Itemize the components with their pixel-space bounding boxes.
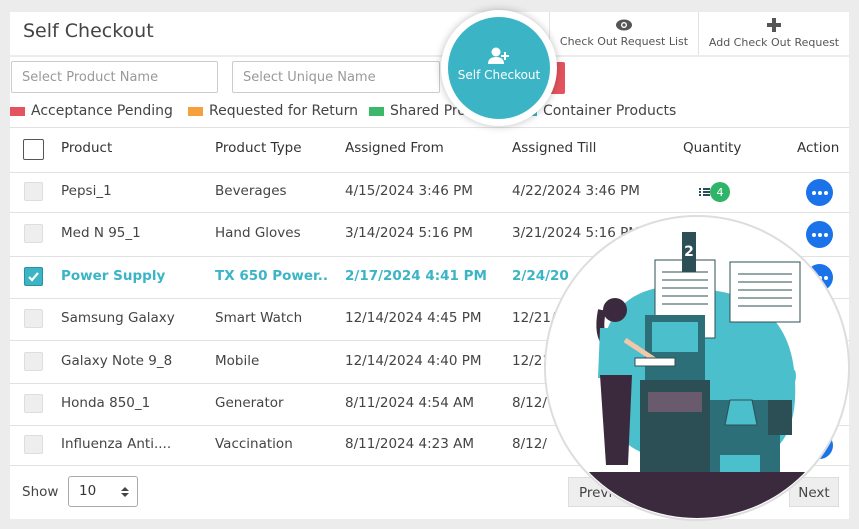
row-checkbox[interactable] bbox=[24, 267, 43, 286]
legend-swatch bbox=[188, 106, 203, 116]
check-mark bbox=[28, 272, 39, 282]
column-header: Action bbox=[797, 140, 840, 156]
cell-till: 4/22/2024 3:46 PM bbox=[512, 183, 640, 199]
button-label: Check Out Request List bbox=[559, 35, 689, 48]
cell-type: Generator bbox=[215, 395, 284, 411]
cell-product: Med N 95_1 bbox=[61, 225, 141, 241]
cell-from: 4/15/2024 3:46 PM bbox=[345, 183, 473, 199]
add-request-button[interactable]: Add Check Out Request bbox=[698, 12, 849, 55]
eye-icon bbox=[616, 19, 632, 31]
cell-from: 12/14/2024 4:40 PM bbox=[345, 352, 482, 369]
row-line bbox=[10, 256, 849, 257]
row-line bbox=[10, 172, 849, 173]
plus-icon bbox=[767, 18, 781, 32]
self-checkout-button[interactable]: Self Checkout bbox=[448, 17, 550, 119]
row-checkbox[interactable] bbox=[24, 394, 43, 413]
request-list-button[interactable]: Check Out Request List bbox=[549, 12, 698, 55]
cell-till: 2/24/20 bbox=[512, 268, 569, 284]
row-checkbox[interactable] bbox=[24, 182, 43, 201]
show-label: Show bbox=[22, 484, 59, 500]
select-all-checkbox[interactable] bbox=[23, 139, 44, 160]
legend-swatch bbox=[10, 106, 25, 116]
highlight-label: Self Checkout bbox=[457, 68, 541, 82]
cell-type: Mobile bbox=[215, 352, 260, 369]
row-line bbox=[10, 298, 849, 299]
legend-item: Shared Pro bbox=[369, 103, 466, 119]
cell-type: Vaccination bbox=[215, 436, 293, 452]
select-arrows bbox=[121, 487, 129, 497]
row-line bbox=[10, 425, 849, 426]
column-header: Assigned Till bbox=[512, 140, 597, 156]
cell-product: Honda 850_1 bbox=[61, 395, 151, 411]
row-checkbox[interactable] bbox=[24, 309, 43, 328]
cell-from: 12/14/2024 4:45 PM bbox=[345, 310, 482, 326]
row-line bbox=[10, 465, 849, 466]
cell-from: 8/11/2024 4:23 AM bbox=[345, 436, 475, 452]
list-icon bbox=[699, 188, 710, 196]
page-title: Self Checkout bbox=[23, 20, 154, 42]
cell-till: 8/12/ bbox=[512, 436, 547, 452]
cell-till: 3/21/2024 5:16 PM bbox=[512, 225, 640, 241]
quantity-badge: 4 bbox=[710, 182, 730, 202]
action-button[interactable] bbox=[806, 179, 833, 206]
legend-label: Container Products bbox=[543, 103, 677, 119]
row-line bbox=[10, 383, 849, 384]
row-line bbox=[10, 340, 849, 341]
cell-product: Influenza Anti.... bbox=[61, 436, 172, 452]
legend-label: Requested for Return bbox=[209, 103, 358, 119]
illustration: 2 bbox=[544, 215, 850, 521]
column-header: Product Type bbox=[215, 140, 302, 156]
cell-type: Smart Watch bbox=[215, 310, 303, 326]
cell-till: 12/21/ bbox=[512, 310, 556, 326]
legend-item: Requested for Return bbox=[188, 103, 358, 119]
product-filter[interactable]: Select Product Name bbox=[11, 61, 218, 93]
legend-label: Shared Pro bbox=[390, 103, 466, 119]
quantity[interactable]: 4 bbox=[699, 182, 730, 202]
column-header: Product bbox=[61, 140, 113, 156]
cell-product: Samsung Galaxy bbox=[61, 310, 175, 326]
row-line bbox=[10, 127, 849, 128]
cell-type: Beverages bbox=[215, 183, 287, 199]
cell-from: 2/17/2024 4:41 PM bbox=[345, 268, 487, 284]
row-checkbox[interactable] bbox=[24, 351, 43, 371]
cell-product: Power Supply bbox=[61, 268, 166, 284]
cell-type: Hand Gloves bbox=[215, 225, 301, 241]
legend-item: Container Products bbox=[522, 103, 676, 119]
cell-type: TX 650 Power.. bbox=[215, 268, 328, 284]
column-header: Assigned From bbox=[345, 140, 444, 156]
cell-till: 8/12/ bbox=[512, 395, 547, 411]
cell-from: 8/11/2024 4:54 AM bbox=[345, 395, 475, 411]
svg-text:2: 2 bbox=[684, 244, 694, 260]
page-size-select[interactable]: 10 bbox=[68, 476, 138, 507]
legend-swatch bbox=[369, 106, 384, 116]
cell-product: Galaxy Note 9_8 bbox=[61, 352, 173, 369]
button-label: Add Check Out Request bbox=[708, 36, 840, 49]
row-line bbox=[10, 212, 849, 213]
legend-label: Acceptance Pending bbox=[31, 103, 173, 119]
cell-from: 3/14/2024 5:16 PM bbox=[345, 225, 473, 241]
legend-item: Acceptance Pending bbox=[10, 103, 173, 119]
row-checkbox[interactable] bbox=[24, 224, 43, 243]
cell-product: Pepsi_1 bbox=[61, 183, 112, 199]
column-header: Quantity bbox=[683, 140, 742, 156]
row-checkbox[interactable] bbox=[24, 435, 43, 454]
page-size: 10 bbox=[79, 483, 97, 499]
action-button[interactable] bbox=[806, 221, 833, 248]
user-plus-icon bbox=[488, 47, 509, 64]
unique-filter[interactable]: Select Unique Name bbox=[232, 61, 440, 93]
